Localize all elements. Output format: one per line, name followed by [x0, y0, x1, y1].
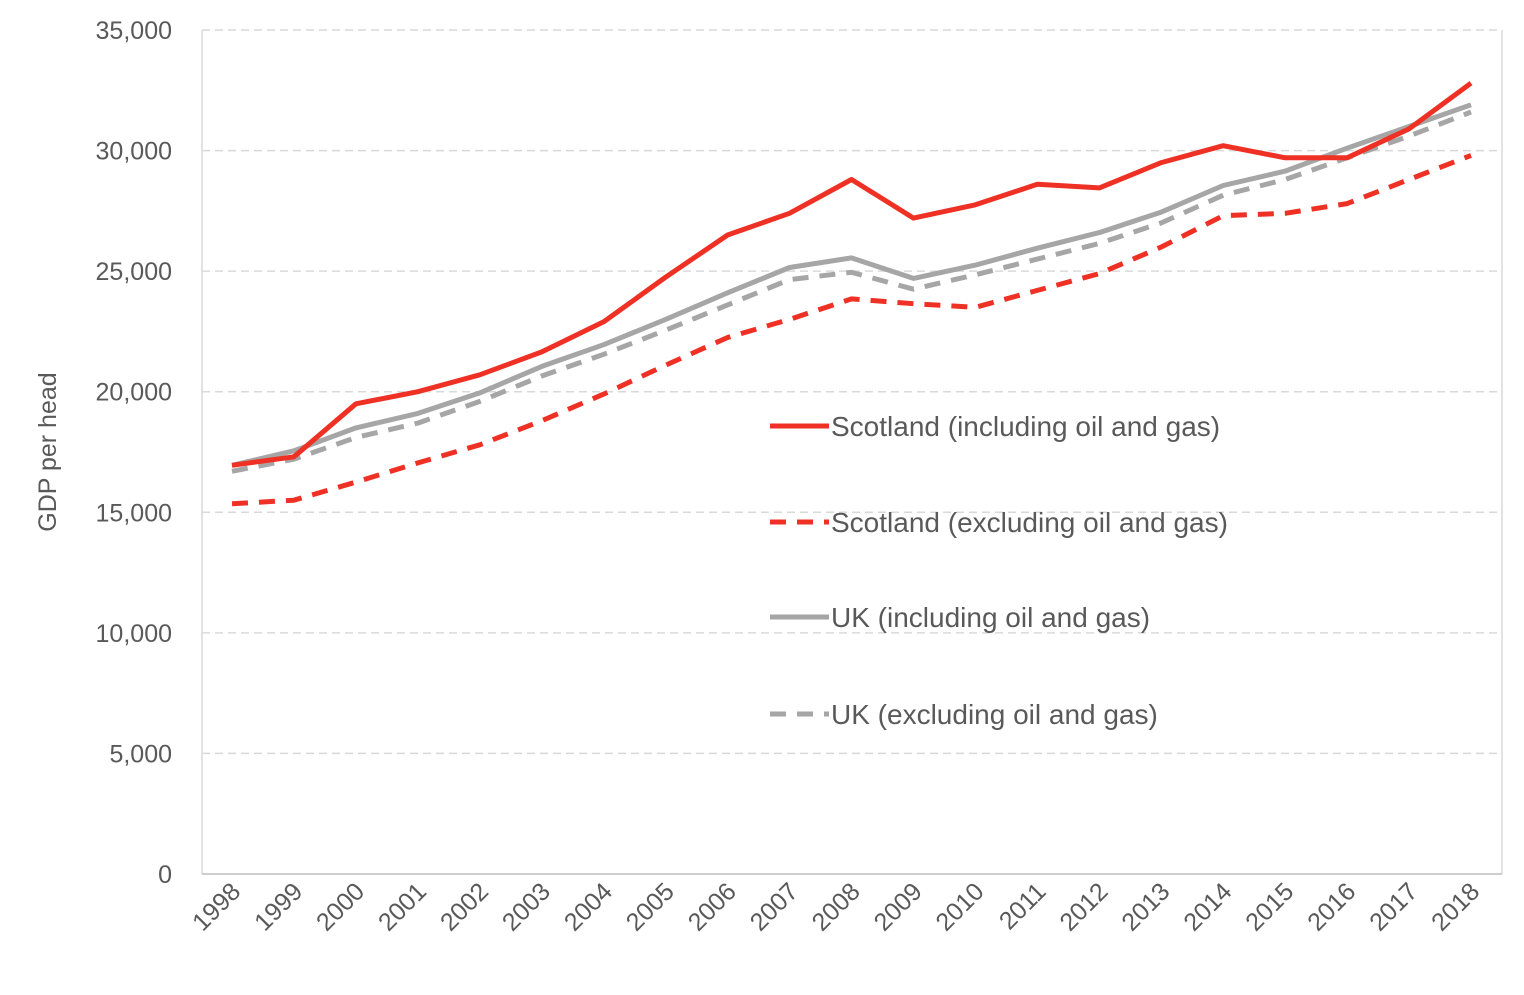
y-axis-tick-labels: 0 5,000 10,000 15,000 20,000 25,000 30,000 35,0… [96, 17, 172, 889]
gridlines [202, 29, 1502, 755]
x-tick-label: 2014 [1178, 877, 1237, 936]
x-tick-label: 2009 [869, 877, 928, 936]
y-tick-label: 5,000 [109, 740, 172, 768]
legend-label: UK (including oil and gas) [831, 602, 1150, 633]
x-tick-label: 1999 [249, 877, 308, 936]
x-tick-label: 2013 [1116, 877, 1175, 936]
series-line [231, 81, 1473, 468]
legend-label: Scotland (excluding oil and gas) [831, 507, 1228, 538]
series-lines [231, 81, 1473, 507]
x-tick-label: 2004 [559, 877, 618, 936]
y-tick-label: 10,000 [96, 620, 172, 648]
x-tick-label: 2010 [931, 877, 990, 936]
y-axis-title: GDP per head [34, 372, 62, 531]
y-tick-label: 15,000 [96, 499, 172, 527]
x-tick-label: 2000 [311, 877, 370, 936]
x-tick-label: 1998 [187, 877, 246, 936]
legend-label: UK (excluding oil and gas) [831, 699, 1158, 730]
legend-label: Scotland (including oil and gas) [831, 411, 1220, 442]
y-tick-label: 25,000 [96, 258, 172, 286]
x-tick-label: 2001 [373, 877, 432, 936]
x-tick-label: 2006 [683, 877, 742, 936]
x-tick-label: 2011 [994, 877, 1052, 935]
x-tick-label: 2002 [435, 877, 494, 936]
x-tick-label: 2017 [1364, 877, 1423, 936]
x-tick-label: 2008 [807, 877, 866, 936]
series-line [231, 102, 1472, 468]
y-tick-label: 30,000 [96, 138, 172, 166]
x-tick-label: 2007 [745, 877, 804, 936]
y-tick-label: 0 [158, 861, 172, 889]
x-tick-label: 2016 [1302, 877, 1361, 936]
legend: Scotland (including oil and gas) Scotland… [770, 411, 1228, 730]
x-tick-label: 2018 [1426, 877, 1485, 936]
x-tick-label: 2003 [497, 877, 556, 936]
x-axis-tick-labels: 1998 1999 2000 2001 2002 2003 2004 2005 2006 2007… [187, 877, 1485, 936]
y-tick-label: 20,000 [96, 379, 172, 407]
y-tick-label: 35,000 [96, 17, 172, 45]
x-tick-label: 2012 [1054, 877, 1113, 936]
x-tick-label: 2005 [621, 877, 680, 936]
series-line [231, 153, 1472, 507]
x-tick-label: 2015 [1240, 877, 1299, 936]
series-line [231, 109, 1472, 474]
